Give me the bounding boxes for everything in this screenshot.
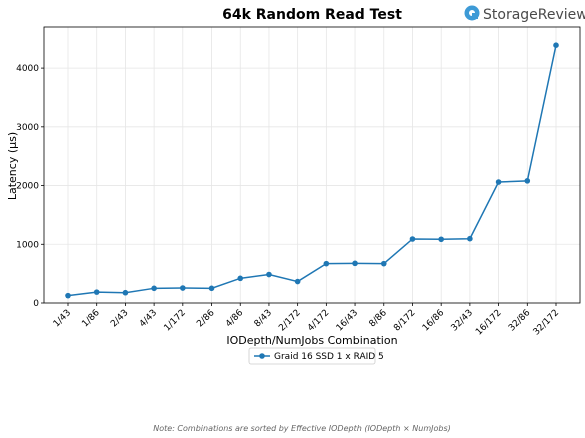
y-tick-label: 0 xyxy=(33,299,39,309)
data-point xyxy=(65,292,71,299)
data-point xyxy=(553,42,559,49)
legend-box xyxy=(248,347,376,365)
plot-frame xyxy=(43,26,581,304)
y-tick-label: 3000 xyxy=(16,123,39,133)
data-point xyxy=(409,236,416,242)
x-axis-label: IODepth/NumJobs Combination xyxy=(226,334,397,347)
data-point xyxy=(438,236,444,243)
data-point xyxy=(237,275,244,282)
data-point xyxy=(495,179,502,185)
data-point xyxy=(93,289,100,295)
chart-note: Note: Combinations are sorted by Effecti… xyxy=(153,424,450,433)
legend-entry: Graid 16 SSD 1 x RAID 5 xyxy=(274,352,384,362)
data-point xyxy=(352,260,358,267)
data-point xyxy=(266,271,272,278)
y-tick-label: 1000 xyxy=(16,240,39,250)
brand-name: StorageReview xyxy=(483,7,585,23)
storagereview-logo-icon xyxy=(464,5,480,21)
chart-title: 64k Random Read Test xyxy=(222,7,402,23)
y-axis-label: Latency (µs) xyxy=(6,132,19,200)
series xyxy=(65,42,559,299)
data-point xyxy=(323,260,330,267)
data-point xyxy=(467,235,473,242)
legend-point-marker xyxy=(259,353,265,359)
y-tick-label: 4000 xyxy=(16,64,39,74)
grid xyxy=(44,27,580,304)
data-point xyxy=(122,289,129,296)
axes xyxy=(41,26,581,306)
data-point xyxy=(524,178,531,184)
y-tick-label: 2000 xyxy=(16,182,39,192)
legend: Graid 16 SSD 1 x RAID 5 xyxy=(248,347,384,365)
data-point xyxy=(180,285,186,291)
data-point xyxy=(294,278,301,285)
y-tick-labels: 0 1000 2000 3000 4000 xyxy=(16,64,39,309)
series-line xyxy=(67,45,557,297)
data-point xyxy=(380,260,387,267)
brand-logo: StorageReview xyxy=(464,5,585,23)
data-point xyxy=(208,285,215,292)
data-point xyxy=(151,285,157,292)
